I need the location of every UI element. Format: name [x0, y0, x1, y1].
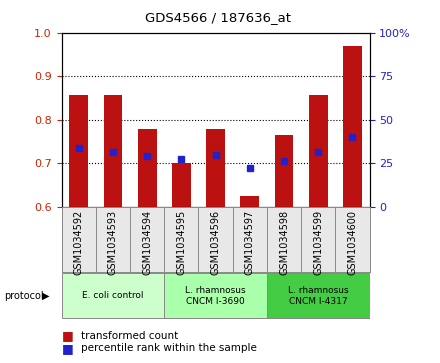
FancyBboxPatch shape [62, 273, 164, 318]
Text: GSM1034600: GSM1034600 [348, 210, 357, 275]
Bar [103, 95, 122, 207]
Text: ■: ■ [62, 329, 73, 342]
FancyBboxPatch shape [164, 273, 267, 318]
Text: GSM1034597: GSM1034597 [245, 210, 255, 276]
Text: GSM1034592: GSM1034592 [74, 210, 84, 276]
Text: E. coli control: E. coli control [82, 291, 144, 300]
Text: GSM1034594: GSM1034594 [142, 210, 152, 275]
Bar [70, 95, 88, 207]
Text: L. rhamnosus
CNCM I-3690: L. rhamnosus CNCM I-3690 [185, 286, 246, 306]
Text: GSM1034597: GSM1034597 [245, 210, 255, 276]
Text: GSM1034596: GSM1034596 [211, 210, 220, 275]
Text: protocol: protocol [4, 291, 44, 301]
Text: ■: ■ [62, 342, 73, 355]
Text: GSM1034600: GSM1034600 [348, 210, 357, 275]
Text: GSM1034593: GSM1034593 [108, 210, 118, 275]
Bar [172, 163, 191, 207]
Text: GSM1034599: GSM1034599 [313, 210, 323, 275]
Text: GDS4566 / 187636_at: GDS4566 / 187636_at [145, 11, 291, 24]
Bar [206, 129, 225, 207]
Text: GSM1034596: GSM1034596 [211, 210, 220, 275]
Text: GSM1034598: GSM1034598 [279, 210, 289, 275]
Text: GSM1034594: GSM1034594 [142, 210, 152, 275]
Text: GSM1034595: GSM1034595 [176, 210, 187, 276]
Bar [240, 196, 259, 207]
Text: GSM1034592: GSM1034592 [74, 210, 84, 276]
Bar [275, 135, 293, 207]
Bar [138, 129, 157, 207]
Text: GSM1034599: GSM1034599 [313, 210, 323, 275]
Text: transformed count: transformed count [81, 331, 179, 341]
Text: percentile rank within the sample: percentile rank within the sample [81, 343, 257, 354]
Text: ▶: ▶ [42, 291, 49, 301]
Text: GSM1034595: GSM1034595 [176, 210, 187, 276]
Bar [309, 95, 328, 207]
Text: L. rhamnosus
CNCM I-4317: L. rhamnosus CNCM I-4317 [288, 286, 348, 306]
Text: GSM1034593: GSM1034593 [108, 210, 118, 275]
Bar [343, 46, 362, 207]
FancyBboxPatch shape [267, 273, 370, 318]
Text: GSM1034598: GSM1034598 [279, 210, 289, 275]
